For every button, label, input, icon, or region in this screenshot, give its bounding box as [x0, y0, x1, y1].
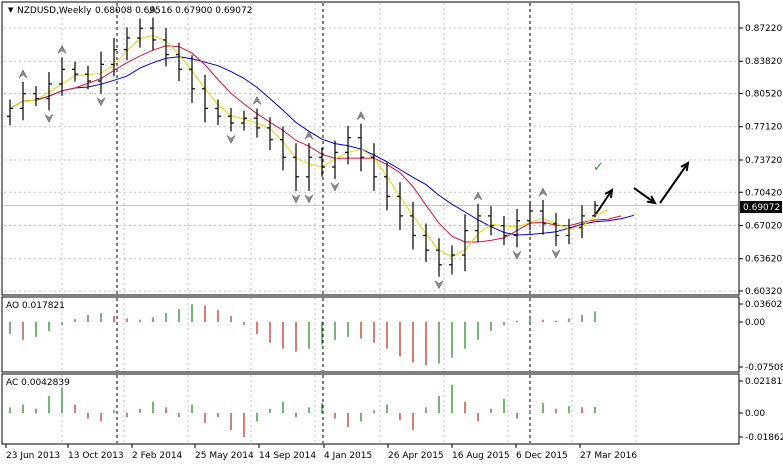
- ao-tick-label: -0.075085: [745, 363, 783, 373]
- price-tick-label: 0.83820: [745, 57, 782, 67]
- ma-line-blue: [9, 56, 635, 236]
- price-tick-label: 0.87220: [745, 24, 782, 34]
- fractal-up-icon: [57, 44, 67, 54]
- fractal-down-icon: [226, 135, 236, 144]
- ac-tick-label: 0.00: [745, 409, 765, 419]
- time-tick-label: 23 Jun 2013: [6, 451, 60, 461]
- fractal-down-icon: [434, 280, 444, 290]
- ac-panel-frame: [1, 373, 740, 445]
- fractal-up-icon: [252, 95, 262, 105]
- symbol-triangle-icon: ▼: [8, 6, 14, 14]
- price-bars: [7, 17, 598, 277]
- grid: [4, 3, 738, 443]
- fractal-down-icon: [44, 114, 54, 124]
- current-price-label: 0.69072: [743, 203, 780, 213]
- ao-tick-label: 0.03602: [745, 300, 782, 310]
- forecast-arrowhead-icon: [646, 195, 657, 205]
- forecast-arrow-icon: [595, 189, 613, 215]
- forecast-arrowhead-icon: [604, 188, 614, 199]
- price-axis: 0.87220 0.83820 0.80520 0.77120 0.73720 0.704…: [739, 24, 783, 443]
- fractal-down-icon: [304, 194, 314, 204]
- fractal-up-icon: [304, 130, 314, 140]
- ma-line-red: [9, 45, 622, 243]
- price-tick-label: 0.67020: [745, 221, 782, 231]
- fractal-down-icon: [330, 182, 340, 192]
- current-price-box: [740, 201, 782, 213]
- time-tick-label: 16 Aug 2015: [452, 451, 510, 461]
- price-tick-label: 0.73720: [745, 156, 782, 166]
- price-tick-label: 0.70420: [745, 188, 782, 198]
- fractals: [18, 5, 561, 290]
- price-tick-label: 0.63620: [745, 255, 782, 265]
- main-title: NZDUSD,Weekly: [17, 6, 92, 16]
- forecast-arrowhead-icon: [680, 161, 690, 172]
- ac-tick-label: -0.018624: [745, 433, 783, 443]
- ao-title: AO 0.017821: [6, 301, 65, 311]
- price-tick-label: 0.77120: [745, 123, 782, 133]
- time-tick-label: 26 Apr 2015: [388, 451, 444, 461]
- price-tick-label: 0.60320: [745, 287, 782, 297]
- ao-panel-frame: [1, 296, 740, 373]
- time-tick-label: 25 May 2014: [195, 451, 254, 461]
- fractal-up-icon: [18, 69, 28, 79]
- period-separators: [116, 3, 531, 443]
- time-tick-label: 2 Feb 2014: [132, 451, 183, 461]
- forecast-arrow-icon: [633, 187, 656, 204]
- fractal-up-icon: [473, 191, 483, 201]
- main-panel-frame: [1, 1, 740, 296]
- fractal-down-icon: [551, 249, 561, 259]
- time-tick-label: 14 Sep 2014: [259, 451, 316, 461]
- price-tick-label: 0.80520: [745, 90, 782, 100]
- time-tick-label: 13 Oct 2013: [68, 451, 124, 461]
- ao-tick-label: 0.00: [745, 318, 765, 328]
- fractal-down-icon: [96, 97, 106, 107]
- forecast-arrow-icon: [659, 162, 689, 204]
- fractal-up-icon: [356, 111, 366, 120]
- fractal-down-icon: [512, 251, 522, 260]
- check-icon: ✓: [593, 160, 604, 175]
- time-tick-label: 4 Jan 2015: [324, 451, 372, 461]
- fractal-up-icon: [148, 5, 158, 14]
- time-axis: 23 Jun 2013 13 Oct 2013 2 Feb 2014 25 May 2…: [5, 444, 637, 461]
- time-tick-label: 6 Dec 2015: [516, 451, 568, 461]
- ac-histogram: [9, 384, 596, 437]
- ohlc-values: 0.68008 0.69516 0.67900 0.69072: [95, 6, 252, 16]
- ac-title: AC 0.0042839: [6, 378, 70, 388]
- fractal-down-icon: [291, 194, 301, 204]
- moving-averages: [9, 34, 635, 258]
- fractal-up-icon: [538, 187, 548, 197]
- ao-histogram: [9, 304, 596, 366]
- time-tick-label: 27 Mar 2016: [580, 451, 637, 461]
- forecast-arrows: [595, 161, 690, 215]
